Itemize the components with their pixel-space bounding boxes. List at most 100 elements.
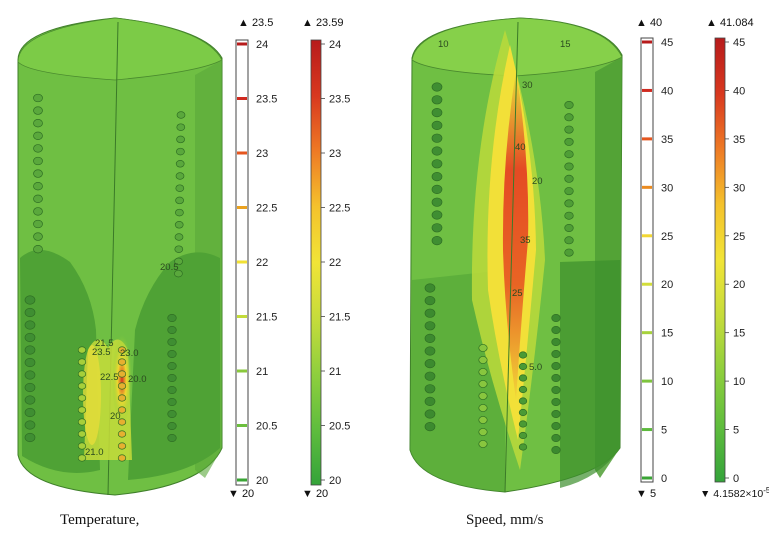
speed-lower-zone-right [560, 260, 620, 488]
temperature-surface-legend-tick-label: 20 [329, 475, 341, 487]
hole [478, 368, 488, 376]
hole [564, 100, 574, 110]
hole [176, 123, 186, 131]
hole [24, 382, 36, 393]
speed-surface-legend-bar [714, 37, 726, 483]
hole [551, 361, 561, 371]
hole [77, 418, 87, 426]
hole [478, 356, 488, 364]
hole [564, 248, 574, 257]
hole [77, 394, 87, 402]
speed-contour-legend-tick-label: 45 [661, 37, 673, 49]
hole [117, 382, 127, 390]
temperature-model: 21.523.5 23.0 22.5 20.0 20 21.0 20.5 [17, 17, 223, 496]
temperature-contour-legend-tick-label: 22 [256, 257, 268, 269]
hole [564, 174, 574, 183]
contour-label: 21.5 [95, 338, 114, 349]
hole [551, 421, 561, 431]
hole [424, 333, 436, 343]
speed-surface-legend-tick-label: 20 [733, 279, 745, 291]
hole [33, 232, 43, 241]
temperature-contour-legend: ▲ 23.5 24 23.5 23 22.5 22 21.5 21 20.5 20 ▼ 20 [228, 17, 277, 500]
hole [478, 344, 488, 352]
temperature-contour-legend-tick-label: 20.5 [256, 421, 277, 433]
speed-surface-legend-min-exponent: -5 [763, 486, 769, 495]
speed-surface-legend-tick-label: 5 [733, 425, 739, 437]
hole [551, 373, 561, 383]
hole [564, 137, 574, 146]
hole [33, 131, 43, 140]
hole [518, 397, 528, 405]
temperature-hotspot [112, 335, 132, 425]
temperature-lower-zone [20, 249, 100, 473]
speed-contour-legend-tick-label: 35 [661, 134, 673, 146]
hole [24, 407, 36, 418]
hole [424, 396, 436, 406]
hole [564, 199, 574, 208]
hole [518, 408, 528, 417]
hole [424, 359, 436, 369]
hole [77, 358, 87, 366]
hole [24, 357, 36, 368]
temperature-surface-legend-tick-label: 22.5 [329, 203, 350, 215]
hole [431, 236, 443, 246]
hole [33, 106, 43, 115]
hole [424, 296, 436, 306]
hole [24, 332, 36, 343]
contour-label: 10 [438, 39, 449, 50]
hole [431, 146, 443, 156]
hole [174, 221, 184, 229]
temperature-contour-legend-max: ▲ 23.5 [238, 17, 273, 29]
speed-contour-legend-tick-label: 10 [661, 376, 673, 388]
hole [33, 245, 43, 254]
hole [176, 147, 185, 156]
contour-label: 23.0 [120, 348, 139, 359]
hole [33, 93, 43, 103]
hole [174, 269, 183, 278]
contour-label: 5.0 [529, 362, 542, 373]
hole [564, 223, 574, 233]
temperature-contour-legend-tick-label: 21.5 [256, 312, 277, 324]
hole [33, 119, 43, 128]
speed-contour-legend-frame [640, 37, 654, 483]
hole [77, 430, 87, 438]
temperature-contour-legend-tick-label: 20 [256, 475, 268, 487]
hole [33, 156, 43, 166]
temperature-surface-legend-tick-label: 21.5 [329, 312, 350, 324]
speed-surface-legend-tick-label: 40 [733, 85, 745, 97]
hole [174, 233, 184, 241]
hole [175, 172, 185, 180]
hole [518, 431, 528, 440]
speed-surface-legend-tick-label: 45 [733, 37, 745, 49]
speed-surface-legend-min: ▼ 4.1582×10-5 [700, 486, 769, 500]
speed-surface-legend-tick-label: 10 [733, 376, 745, 388]
speed-contour-legend-tick-label: 15 [661, 328, 673, 340]
hole [424, 409, 436, 419]
temperature-contour-legend-tick-label: 23 [256, 148, 268, 160]
temperature-surface-legend-tick-label: 22 [329, 257, 341, 269]
contour-label: 20 [110, 411, 121, 422]
hole [117, 358, 127, 366]
hole [24, 295, 36, 305]
contour-label: 21.0 [85, 447, 104, 458]
hole [117, 442, 127, 450]
hole [24, 345, 36, 355]
hole [24, 370, 36, 380]
hole [117, 418, 127, 426]
hole [431, 172, 443, 182]
hole [518, 420, 528, 428]
hole [175, 184, 185, 192]
hole [174, 245, 184, 253]
temperature-surface-legend-tick-label: 21 [329, 366, 341, 378]
hole [431, 184, 443, 194]
hole [77, 370, 87, 378]
hole [518, 374, 528, 382]
hole [564, 125, 574, 134]
hole [424, 308, 436, 318]
temperature-surface-legend-tick-label: 23.5 [329, 94, 350, 106]
hole [431, 82, 443, 92]
hole [478, 404, 488, 412]
contour-label: 20 [532, 176, 543, 187]
hole [551, 385, 561, 395]
